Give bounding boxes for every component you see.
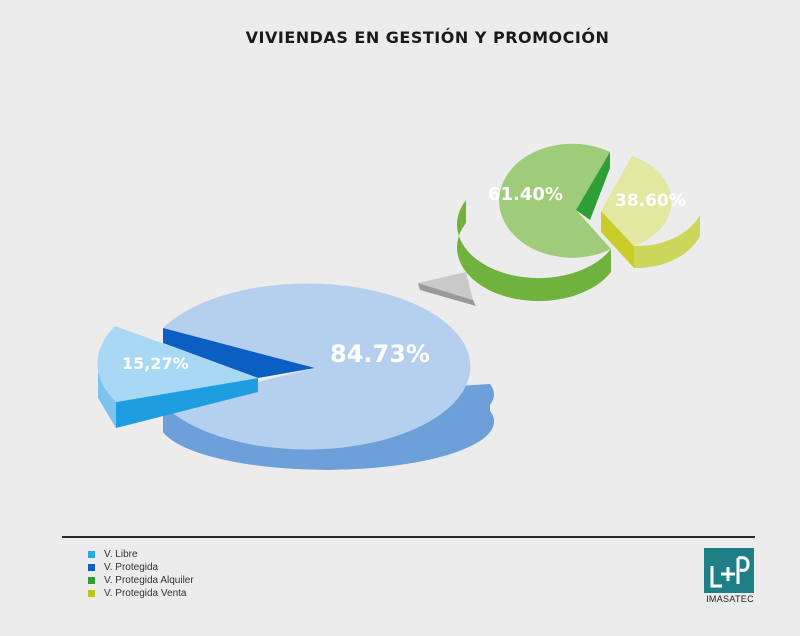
pie-slice-cutface-v-libre — [163, 328, 315, 378]
legend-label: V. Protegida Alquiler — [104, 575, 194, 586]
arrow-side — [418, 283, 476, 306]
pie-slice-label-v-libre: 84.73% — [330, 340, 430, 368]
legend-swatch — [88, 564, 95, 571]
pie-slice-v-libre — [163, 283, 471, 450]
pie-slice-top-v-protegida-venta — [601, 156, 672, 246]
secondary-pie: 61.40% — [457, 143, 611, 302]
legend-label: V. Protegida — [104, 562, 159, 573]
divider — [62, 536, 755, 538]
wedge-v-protegida: 15,27% — [97, 326, 258, 428]
legend-label: V. Libre — [104, 549, 138, 560]
pie-slice-v-protegida — [97, 326, 258, 402]
logo-mark-icon — [710, 556, 750, 588]
arrow-top — [418, 272, 473, 300]
pie-slice-side-v-protegida-alquiler — [457, 200, 611, 302]
legend-swatch — [88, 590, 95, 597]
legend-label: V. Protegida Venta — [104, 588, 187, 599]
legend-item-v-libre: V. Libre — [88, 548, 194, 561]
brand-logo-text: IMASATEC — [706, 594, 754, 604]
pie-slice-side-v-protegida-venta — [601, 211, 634, 268]
brand-logo-icon — [704, 548, 754, 593]
pie-slice-v-protegida-alquiler — [499, 143, 611, 258]
pie-slice-side-v-libre-2 — [163, 384, 494, 470]
pie-slice-cutface-v-protegida-alquiler — [576, 152, 610, 220]
legend-item-v-protegida: V. Protegida — [88, 561, 194, 574]
legend-swatch — [88, 577, 95, 584]
pie-slice-label-v-protegida: 15,27% — [122, 354, 189, 373]
pie-slice-side-v-protegida-venta-2 — [634, 215, 700, 269]
pie-slice-label-v-protegida-venta: 38.60% — [615, 191, 686, 211]
pie-slice-side-v-protegida-2 — [116, 378, 258, 428]
pie-slice-label-v-protegida-alquiler: 61.40% — [488, 184, 563, 205]
legend: V. Libre V. Protegida V. Protegida Alqui… — [88, 548, 194, 600]
legend-item-v-protegida-venta: V. Protegida Venta — [88, 587, 194, 600]
legend-swatch — [88, 551, 95, 558]
wedge-v-protegida-venta: 38.60% — [601, 156, 700, 269]
pie-slice-side-v-protegida — [98, 372, 116, 428]
transition-arrow — [418, 272, 476, 306]
chart-title: VIVIENDAS EN GESTIÓN Y PROMOCIÓN — [245, 28, 610, 47]
legend-item-v-protegida-alquiler: V. Protegida Alquiler — [88, 574, 194, 587]
main-pie: 84.73% — [163, 283, 494, 470]
